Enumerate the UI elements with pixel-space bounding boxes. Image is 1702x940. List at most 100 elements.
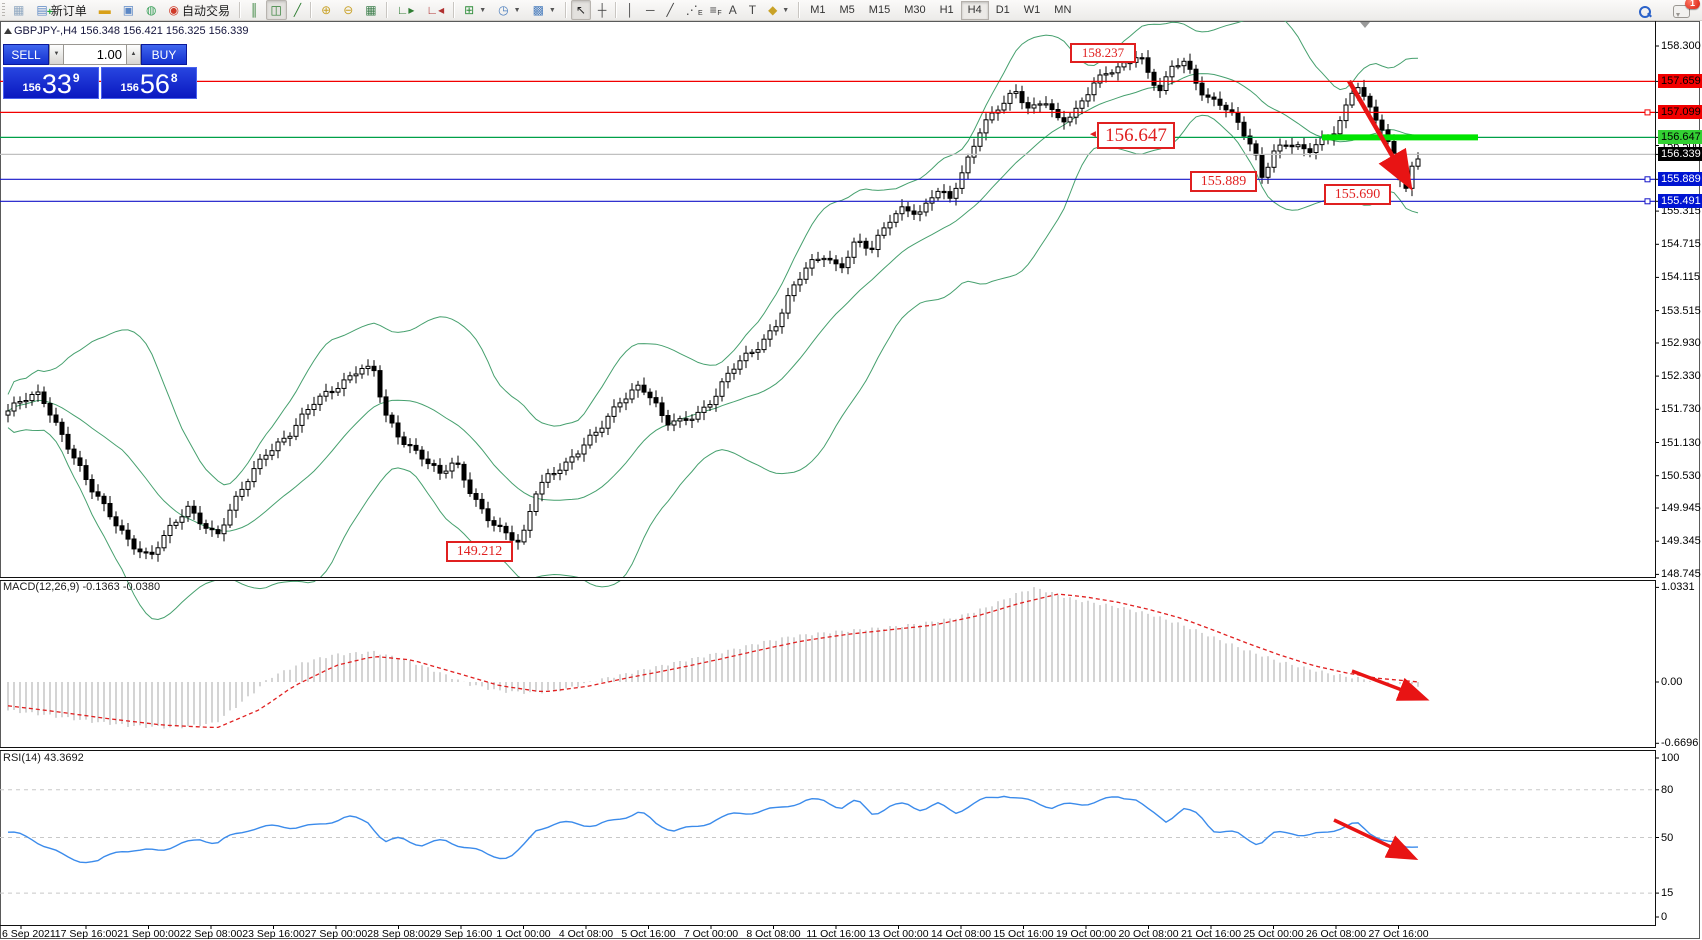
toolbar-grip[interactable] [2, 3, 5, 17]
timeframe-H4-button[interactable]: H4 [960, 0, 989, 20]
zoom-out-button[interactable]: ⊖ [338, 0, 358, 20]
toolbar-separator [239, 2, 242, 18]
macd-tick: 1.0331 [1661, 581, 1695, 594]
market-watch-icon-icon: ▬ [98, 3, 111, 17]
arrows-button[interactable]: ◆ ▼ [763, 0, 794, 20]
auto-scroll-icon: ∟▸ [396, 3, 415, 17]
bar-chart-icon: ║ [250, 3, 259, 17]
buy-price-prefix: 156 [120, 82, 139, 94]
timeframe-MN-button[interactable]: MN [1054, 3, 1072, 16]
chart-shift-marker[interactable] [1360, 22, 1370, 33]
chat-icon [1673, 4, 1690, 18]
candlestick-chart-icon: ◫ [270, 3, 282, 17]
candlestick-series [5, 50, 1421, 562]
autotrading-button[interactable]: ◉ 自动交易 [164, 0, 236, 20]
timeframe-M30-button[interactable]: M30 [904, 3, 926, 16]
indicators-button[interactable]: ⊞ ▼ [459, 0, 491, 20]
sell-button[interactable]: SELL [3, 44, 49, 65]
toolbar-separator [385, 2, 388, 18]
toolbar-separator [798, 2, 801, 18]
buy-button[interactable]: BUY [141, 44, 187, 65]
price-badge-155.491: 155.491 [1658, 194, 1702, 209]
time-label: 17 Sep 16:00 [54, 928, 118, 940]
chart-window-icon-icon: ▦ [13, 3, 25, 17]
dropdown-caret-icon: ▼ [782, 6, 790, 14]
new-order-button[interactable]: ▤ + 新订单 [31, 0, 91, 20]
downtrend-arrow[interactable] [1347, 79, 1413, 191]
text-label-icon: T [748, 3, 757, 17]
time-label: 21 Sep 00:00 [117, 928, 180, 940]
time-label: 14 Oct 08:00 [930, 928, 992, 940]
zoom-in-button[interactable]: ⊕ [316, 0, 336, 20]
candlestick-chart-button[interactable]: ◫ [265, 0, 287, 20]
text-icon: A [728, 3, 737, 17]
tile-windows-icon: ▦ [365, 3, 377, 17]
templates-button[interactable]: ▩ ▼ [528, 0, 561, 20]
timeframe-D1-button[interactable]: D1 [995, 3, 1010, 16]
equidistant-channel-button[interactable]: ⋰ E [681, 0, 703, 20]
panel-divider-main-macd[interactable] [0, 577, 1656, 581]
annotation-155.690[interactable]: 155.690 [1324, 184, 1391, 205]
new-order-icon: ▤ + [36, 3, 53, 18]
search-button[interactable] [1633, 1, 1656, 21]
price-tick: 148.745 [1661, 568, 1701, 581]
symbol-collapse-icon[interactable] [4, 28, 12, 34]
rsi-line [7, 795, 1419, 864]
time-label: 11 Oct 16:00 [806, 928, 866, 940]
bar-chart-button[interactable]: ║ [245, 0, 264, 20]
volume-increase-button[interactable]: ▲ [126, 44, 141, 65]
crosshair-button[interactable]: ┼ [593, 0, 612, 20]
auto-scroll-button[interactable]: ∟▸ [392, 0, 420, 20]
chart-window-icon[interactable]: ▦ [8, 0, 29, 20]
trendline-button[interactable]: ╱ [661, 0, 678, 20]
vertical-line-button[interactable]: │ [621, 0, 639, 20]
tile-windows-button[interactable]: ▦ [360, 0, 381, 20]
new-order-button-label: 新订单 [50, 3, 87, 18]
vertical-line-icon: │ [626, 3, 634, 17]
toolbar-separator [615, 2, 618, 18]
timeframe-M15-button[interactable]: M15 [868, 3, 891, 16]
macd-down-arrow[interactable] [1351, 669, 1430, 701]
timeframe-M1-button[interactable]: M1 [810, 3, 826, 16]
toolbar-separator [564, 2, 567, 18]
terminal-icon[interactable]: ▣ [118, 0, 139, 20]
volume-input[interactable] [64, 44, 126, 65]
macd-tick: 0.00 [1661, 676, 1683, 688]
annotation-149.212[interactable]: 149.212 [446, 541, 513, 562]
volume-decrease-button[interactable]: ▼ [49, 44, 64, 65]
trendline-icon: ╱ [666, 3, 674, 17]
timeframe-W1-button[interactable]: W1 [1023, 3, 1041, 16]
time-label: 28 Sep 08:00 [367, 928, 430, 940]
fibonacci-button[interactable]: ≡ F [705, 0, 722, 20]
text-button[interactable]: A [724, 0, 742, 20]
panel-divider-macd-rsi[interactable] [0, 747, 1656, 751]
sell-price-box[interactable]: 156 33 9 [3, 67, 99, 99]
cursor-button[interactable]: ↖ [570, 0, 591, 20]
time-axis-line [0, 925, 1656, 926]
time-label: 26 Oct 08:00 [1305, 928, 1367, 940]
timeframe-H1-button[interactable]: H1 [939, 3, 954, 16]
horizontal-line-button[interactable]: ─ [641, 0, 660, 20]
text-label-button[interactable]: T [744, 0, 761, 20]
signals-icon[interactable]: ◍ [141, 0, 161, 20]
timeframe-M5-button[interactable]: M5 [839, 3, 855, 16]
annotation-155.889[interactable]: 155.889 [1190, 171, 1257, 192]
line-chart-icon: ╱ [293, 3, 302, 17]
periods-button[interactable]: ◷ ▼ [493, 0, 525, 20]
arrows-icon: ◆ [768, 3, 778, 17]
line-chart-button[interactable]: ╱ [289, 0, 306, 20]
rsi-down-arrow[interactable] [1333, 818, 1419, 861]
buy-price-big: 56 [139, 69, 170, 99]
price-tick: 152.930 [1661, 337, 1701, 349]
notifications-button[interactable]: 1 [1668, 0, 1700, 21]
cursor-icon: ↖ [575, 3, 586, 17]
equidistant-channel-icon: ⋰ E [685, 3, 703, 17]
annotation-158.237[interactable]: 158.237 [1070, 43, 1136, 63]
annotation-156.647[interactable]: 156.647 [1097, 122, 1175, 149]
rsi-tick: 15 [1661, 887, 1674, 900]
macd-histogram [7, 587, 1419, 729]
buy-price-box[interactable]: 156 56 8 [101, 67, 197, 99]
chart-shift-button[interactable]: ∟◂ [421, 0, 449, 20]
market-watch-icon[interactable]: ▬ [94, 0, 116, 20]
